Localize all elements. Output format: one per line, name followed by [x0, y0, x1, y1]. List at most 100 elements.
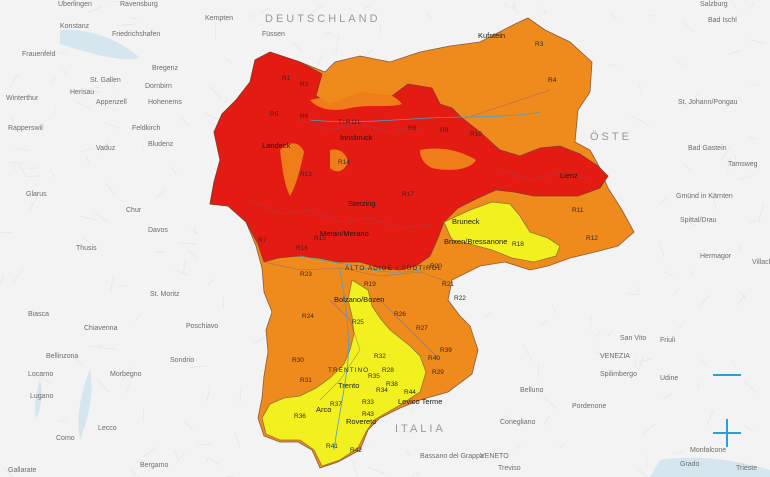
- relief-stroke: [119, 284, 128, 288]
- region-code-label[interactable]: R17: [402, 191, 414, 198]
- region-code-label[interactable]: R38: [386, 381, 398, 388]
- region-code-label[interactable]: R34: [376, 387, 388, 394]
- relief-stroke: [136, 459, 146, 463]
- danger-zone-moderate-east[interactable]: [443, 201, 561, 263]
- region-code-label[interactable]: R4: [548, 77, 557, 84]
- relief-stroke: [259, 8, 269, 14]
- danger-zone-moderate-south[interactable]: [261, 279, 427, 467]
- region-code-label[interactable]: R27: [416, 325, 428, 332]
- region-code-label[interactable]: R2: [300, 81, 309, 88]
- region-code-label[interactable]: R13: [300, 171, 312, 178]
- region-code-label[interactable]: R1: [282, 75, 291, 82]
- region-code-label[interactable]: R11: [572, 207, 584, 214]
- region-code-label[interactable]: R28: [382, 367, 394, 374]
- relief-stroke: [514, 443, 522, 450]
- region-code-label[interactable]: R12: [586, 235, 598, 242]
- relief-stroke: [91, 90, 102, 93]
- region-code-label[interactable]: R19: [364, 281, 376, 288]
- place-label: Thusis: [76, 245, 97, 252]
- region-code-label[interactable]: R8: [408, 125, 417, 132]
- relief-stroke: [609, 11, 618, 22]
- region-code-label[interactable]: R33: [362, 399, 374, 406]
- region-code-label[interactable]: R20: [430, 263, 442, 270]
- place-label: Gallarate: [8, 467, 37, 474]
- relief-stroke: [2, 466, 14, 477]
- region-code-label[interactable]: R7: [258, 237, 267, 244]
- region-code-label[interactable]: R22: [454, 295, 466, 302]
- city-label: Meran/Merano: [320, 229, 369, 238]
- relief-stroke: [69, 353, 84, 365]
- city-label: Rovereto: [346, 417, 376, 426]
- relief-stroke: [29, 196, 38, 211]
- relief-stroke: [126, 379, 132, 394]
- region-code-label[interactable]: R41: [326, 443, 338, 450]
- region-code-label[interactable]: R3: [535, 41, 544, 48]
- place-label: Rapperswil: [8, 125, 43, 132]
- place-label: Ravensburg: [120, 1, 158, 8]
- place-label: Bad Ischl: [708, 17, 737, 24]
- relief-stroke: [590, 316, 592, 330]
- region-code-label[interactable]: R9: [440, 127, 449, 134]
- region-code-label[interactable]: R35: [368, 373, 380, 380]
- region-code-label[interactable]: R16: [296, 245, 308, 252]
- zoom-in-button[interactable]: [710, 416, 744, 450]
- relief-stroke: [659, 240, 665, 258]
- region-code-label[interactable]: R15: [314, 235, 326, 242]
- region-code-labels: R1 R2 R3 R4 R5 R6 R7 R8 R9 R10 R11 R12 R13 R14 R15 R16 R…: [258, 41, 598, 454]
- region-code-label[interactable]: R42: [350, 447, 362, 454]
- region-code-label[interactable]: R36: [294, 413, 306, 420]
- relief-stroke: [14, 162, 16, 171]
- relief-stroke: [671, 451, 683, 455]
- region-code-label[interactable]: R29: [432, 369, 444, 376]
- relief-stroke: [542, 395, 558, 410]
- region-code-label[interactable]: R26: [394, 311, 406, 318]
- region-code-label[interactable]: R37: [330, 401, 342, 408]
- region-code-label[interactable]: R40: [428, 355, 440, 362]
- relief-stroke: [190, 229, 198, 234]
- relief-stroke: [699, 359, 707, 366]
- place-label: Gmünd in Kärnten: [676, 193, 733, 200]
- relief-stroke: [637, 469, 649, 477]
- place-label: Bregenz: [152, 65, 179, 72]
- region-code-label[interactable]: R23: [300, 271, 312, 278]
- place-label: Vaduz: [96, 145, 116, 152]
- region-code-label[interactable]: R14: [338, 159, 350, 166]
- relief-stroke: [98, 141, 109, 154]
- lake-lugano: [35, 380, 42, 420]
- region-code-label[interactable]: R31: [300, 377, 312, 384]
- relief-stroke: [239, 389, 241, 403]
- region-code-label[interactable]: R10: [470, 131, 482, 138]
- relief-stroke: [641, 423, 656, 436]
- relief-stroke: [706, 410, 715, 426]
- region-code-label[interactable]: R39: [440, 347, 452, 354]
- region-code-label[interactable]: R6: [300, 113, 309, 120]
- region-code-label[interactable]: R18: [512, 241, 524, 248]
- rivers: [299, 111, 541, 451]
- danger-zone-high[interactable]: [209, 51, 609, 271]
- place-label: Spittal/Drau: [680, 217, 717, 224]
- relief-stroke: [737, 294, 746, 305]
- relief-stroke: [207, 278, 214, 286]
- place-label: Feldkirch: [132, 125, 161, 132]
- relief-stroke: [182, 259, 186, 275]
- region-code-label[interactable]: R44: [404, 389, 416, 396]
- country-label-germany: DEUTSCHLAND: [265, 13, 381, 25]
- relief-stroke: [590, 132, 606, 138]
- relief-stroke: [205, 456, 209, 462]
- region-code-label[interactable]: R25: [352, 319, 364, 326]
- region-code-label[interactable]: R30: [292, 357, 304, 364]
- relief-stroke: [225, 58, 233, 64]
- region-code-label[interactable]: R32: [374, 353, 386, 360]
- region-code-label[interactable]: R21: [442, 281, 454, 288]
- region-code-label[interactable]: R5: [270, 111, 279, 118]
- relief-stroke: [310, 5, 323, 14]
- zoom-out-button[interactable]: [710, 358, 744, 392]
- relief-stroke: [197, 443, 213, 446]
- region-code-label[interactable]: R24: [302, 313, 314, 320]
- relief-stroke: [96, 378, 110, 393]
- relief-stroke: [171, 166, 177, 175]
- relief-stroke: [627, 292, 641, 296]
- region-code-label[interactable]: R43: [362, 411, 374, 418]
